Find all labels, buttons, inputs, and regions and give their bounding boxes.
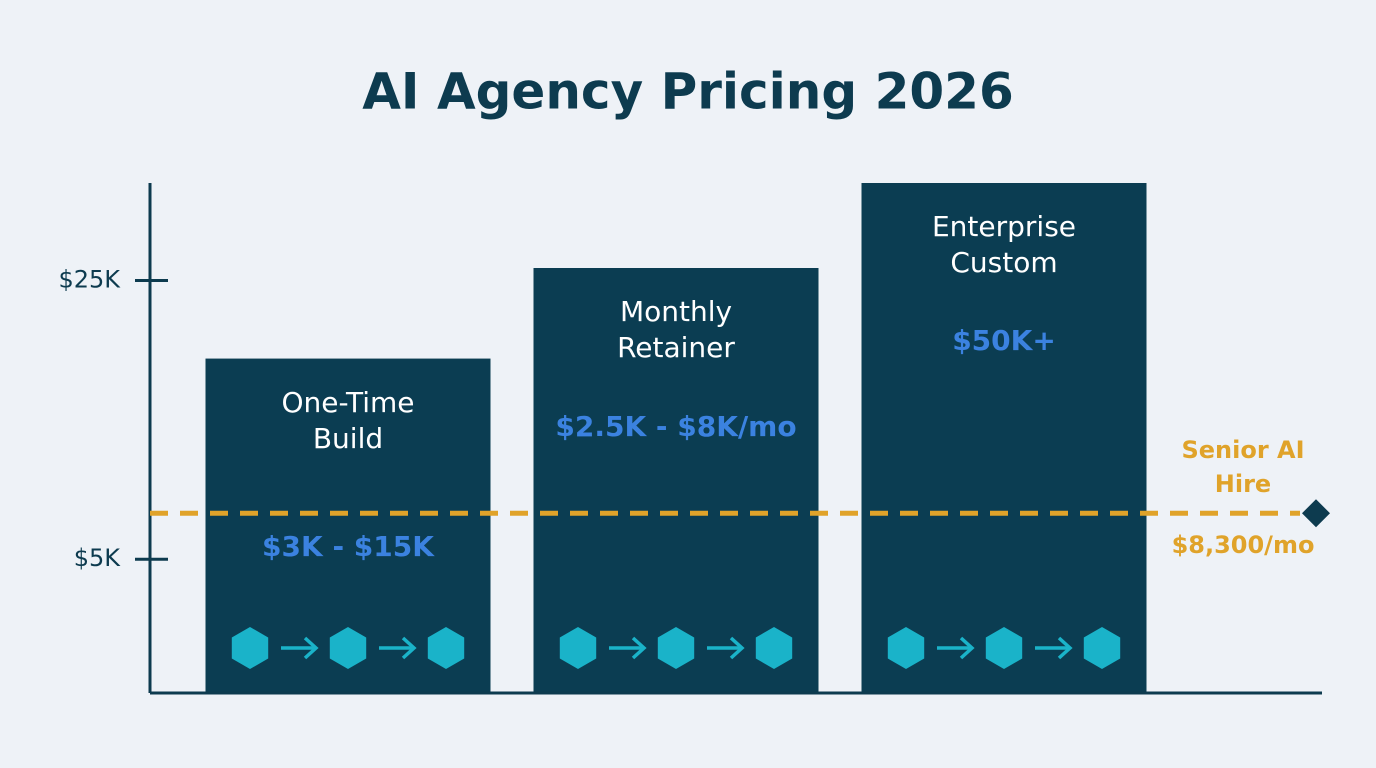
reference-marker bbox=[1302, 499, 1330, 528]
category-label: Monthly Retainer bbox=[617, 295, 735, 364]
arrow-icon bbox=[1057, 636, 1073, 660]
hex-icon bbox=[887, 627, 925, 669]
hex-icon bbox=[755, 627, 793, 669]
hex-icon bbox=[985, 627, 1023, 669]
chart-title: AI Agency Pricing 2026 bbox=[362, 63, 1014, 121]
price-label: $2.5K - $8K/mo bbox=[555, 410, 797, 443]
hex-icon bbox=[329, 627, 367, 669]
reference-label: Senior AI Hire bbox=[1181, 436, 1305, 499]
arrow-icon bbox=[631, 636, 647, 660]
bar bbox=[533, 268, 819, 693]
hex-icon bbox=[1083, 627, 1121, 669]
hex-icon bbox=[231, 627, 269, 669]
price-label: $50K+ bbox=[952, 324, 1056, 357]
arrow-icon bbox=[401, 636, 417, 660]
y-tick-label: $5K bbox=[74, 544, 122, 572]
price-label: $3K - $15K bbox=[262, 529, 434, 563]
arrow-icon bbox=[729, 636, 745, 660]
hex-icon bbox=[657, 627, 695, 669]
category-label: One-Time Build bbox=[281, 385, 415, 455]
y-tick-label: $25K bbox=[58, 266, 121, 294]
bar bbox=[861, 183, 1147, 693]
arrow-icon bbox=[959, 636, 975, 660]
hex-icon bbox=[559, 627, 597, 669]
hex-icon bbox=[427, 627, 465, 669]
category-label: Enterprise Custom bbox=[931, 210, 1077, 279]
arrow-icon bbox=[303, 636, 319, 660]
reference-value-label: $8,300/mo bbox=[1171, 531, 1315, 560]
